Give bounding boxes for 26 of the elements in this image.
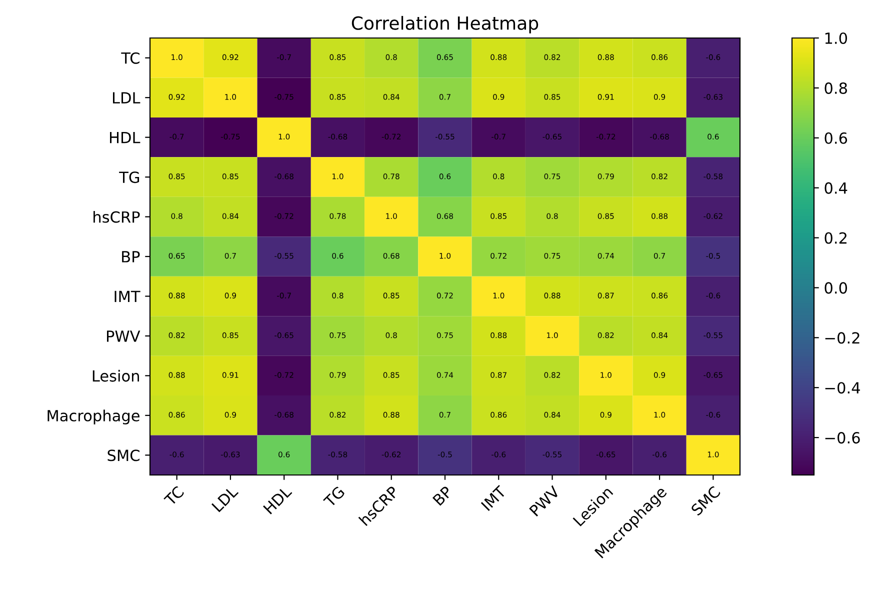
y-tick-label: hsCRP [94,210,140,223]
y-tick-label: Macrophage [48,410,140,424]
chart-title: Correlation Heatmap [352,16,538,34]
y-tick-label: PWV [107,330,140,342]
color-bar-label: −0.2 [825,332,860,344]
x-tick-label: LDL [211,485,239,512]
x-tick-label: BP [432,485,453,506]
color-bar-label: −0.6 [825,432,860,444]
y-tick-label: SMC [108,450,140,462]
y-tick-label: LDL [112,92,140,104]
color-bar-label: 0.2 [824,232,846,244]
color-bar-label: 0.0 [824,282,848,294]
color-bar-label: 0.8 [824,82,847,94]
color-bar-label: −0.4 [825,382,860,394]
color-bar-label: 1.0 [825,32,848,44]
y-tick-label: TG [119,172,140,184]
x-tick-label: TC [163,486,185,507]
x-tick-label: HDL [263,485,292,514]
y-tick-label: Lesion [92,370,139,382]
color-bar-label: 0.6 [824,132,848,144]
color-bar-label: 0.4 [824,182,848,194]
x-tick-label: TG [322,486,346,508]
y-tick-label: BP [122,251,140,262]
y-tick-label: HDL [110,132,140,144]
y-tick-label: TC [121,52,140,64]
y-tick-label: IMT [114,290,140,302]
